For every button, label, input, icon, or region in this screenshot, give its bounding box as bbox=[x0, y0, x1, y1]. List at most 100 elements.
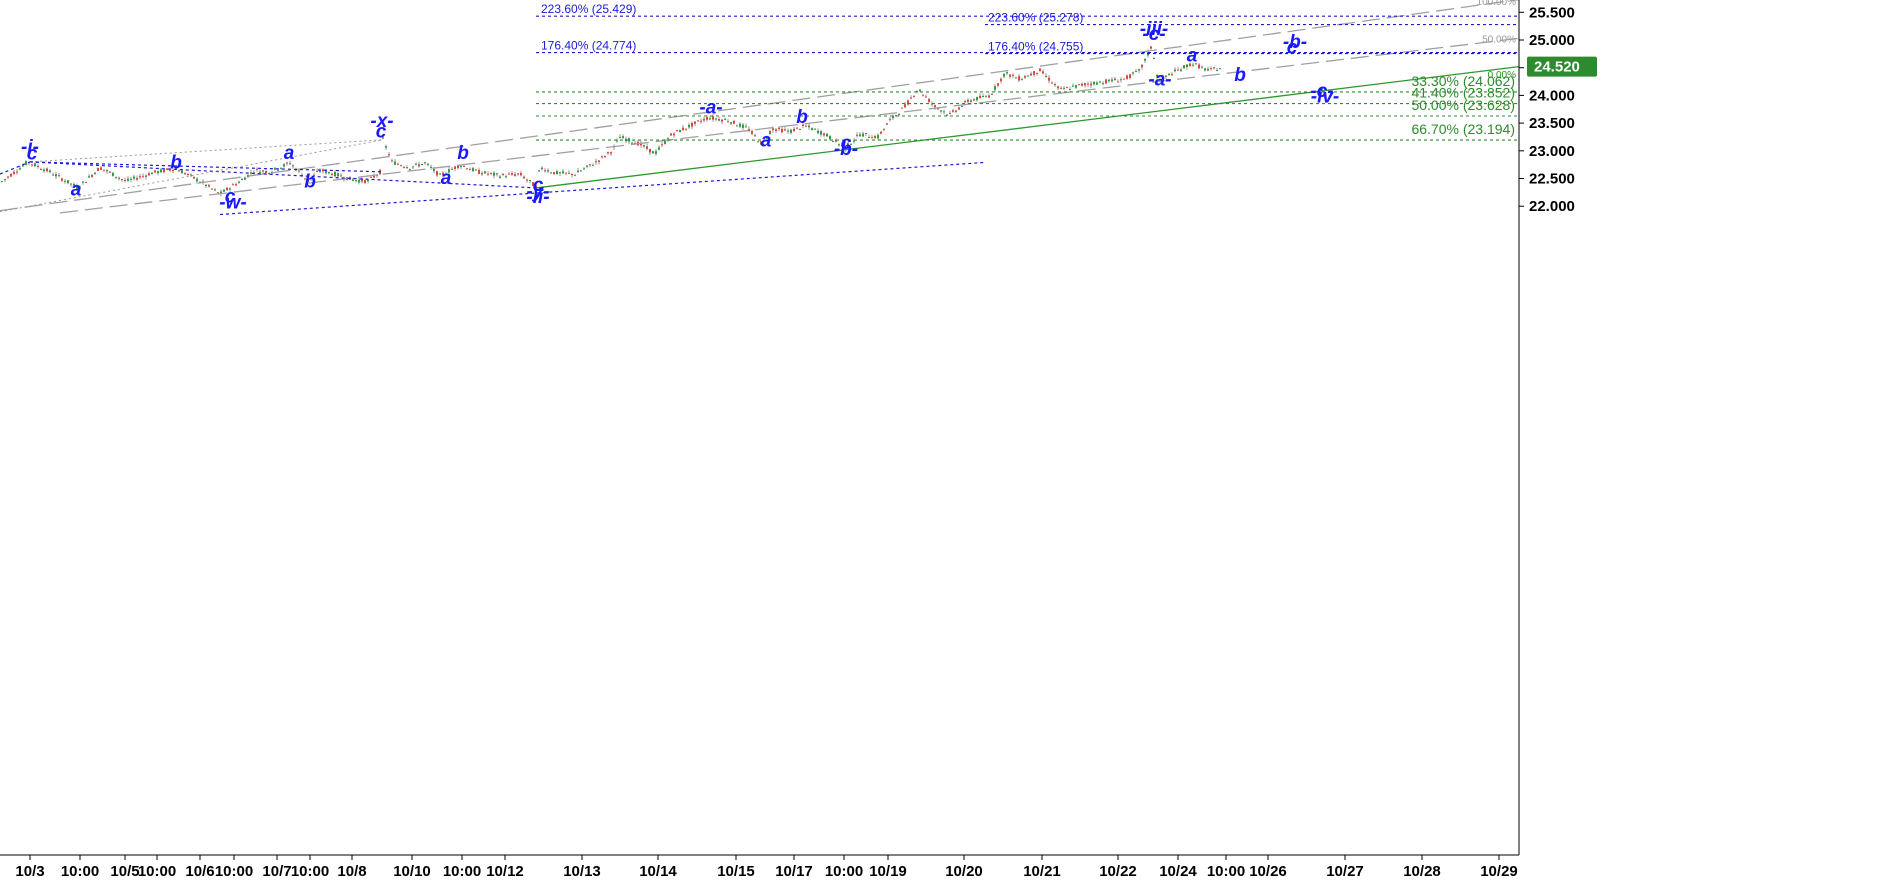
candle-body bbox=[799, 128, 801, 130]
candle-body bbox=[1141, 64, 1143, 68]
candle-body bbox=[586, 165, 588, 167]
x-tick-label: 10:00 bbox=[138, 863, 176, 880]
candle-body bbox=[739, 123, 741, 127]
candle-body bbox=[886, 123, 888, 125]
last-price-marker: 24.520 bbox=[1527, 56, 1597, 77]
fib-level-label: 41.40% (23.852) bbox=[1411, 85, 1515, 101]
candle-body bbox=[775, 129, 777, 132]
candle-body bbox=[370, 176, 372, 178]
candle-body bbox=[862, 133, 864, 137]
channel-level-label: 50.00% bbox=[1482, 34, 1516, 45]
candle-body bbox=[811, 128, 813, 131]
candle-body bbox=[64, 180, 66, 182]
wave-label: a bbox=[284, 143, 295, 164]
candle-body bbox=[913, 96, 915, 98]
trendlines-layer bbox=[0, 0, 1520, 216]
candle-body bbox=[1027, 75, 1029, 77]
candle-body bbox=[787, 130, 789, 132]
candle-body bbox=[808, 125, 810, 128]
y-tick-label: 23.000 bbox=[1529, 143, 1575, 160]
candle-body bbox=[544, 170, 546, 172]
x-tick-label: 10/13 bbox=[563, 863, 601, 880]
candle-body bbox=[331, 173, 333, 176]
candle-body bbox=[517, 173, 519, 175]
x-tick-label: 10/14 bbox=[639, 863, 677, 880]
candle-body bbox=[820, 131, 822, 135]
candle-body bbox=[124, 180, 126, 182]
x-tick-label: 10/22 bbox=[1099, 863, 1137, 880]
candle-body bbox=[766, 137, 768, 139]
candle-body bbox=[997, 83, 999, 86]
candle-body bbox=[1030, 73, 1032, 76]
candle-body bbox=[385, 146, 387, 148]
candle-body bbox=[82, 181, 84, 183]
candle-body bbox=[502, 173, 504, 176]
candle-body bbox=[52, 174, 54, 176]
candle-body bbox=[1198, 64, 1200, 69]
candle-body bbox=[1024, 76, 1026, 78]
candle-body bbox=[13, 171, 15, 174]
candle-body bbox=[511, 173, 513, 175]
candle-body bbox=[445, 173, 447, 175]
candle-body bbox=[733, 120, 735, 124]
candle-body bbox=[784, 129, 786, 131]
candle-body bbox=[514, 174, 516, 176]
candle-body bbox=[1192, 64, 1194, 66]
candle-body bbox=[187, 173, 189, 175]
candle-body bbox=[883, 128, 885, 130]
last-price-label: 24.520 bbox=[1534, 59, 1580, 76]
candle-body bbox=[1129, 74, 1131, 79]
candle-body bbox=[451, 168, 453, 170]
candle-body bbox=[844, 147, 846, 150]
y-tick-label: 22.500 bbox=[1529, 171, 1575, 188]
candle-body bbox=[418, 164, 420, 167]
candle-body bbox=[1177, 69, 1179, 71]
candle-body bbox=[553, 172, 555, 175]
candle-body bbox=[961, 106, 963, 108]
candle-body bbox=[703, 118, 705, 121]
x-tick-label: 10:00 bbox=[291, 863, 329, 880]
candle-body bbox=[940, 110, 942, 112]
candle-body bbox=[1060, 87, 1062, 89]
wave-label: b bbox=[1234, 65, 1246, 86]
candle-body bbox=[286, 162, 288, 164]
candle-body bbox=[970, 100, 972, 102]
candle-body bbox=[478, 169, 480, 174]
candle-body bbox=[328, 171, 330, 174]
candle-body bbox=[676, 130, 678, 132]
candle-body bbox=[1168, 73, 1170, 75]
candle-body bbox=[454, 166, 456, 169]
candle-body bbox=[163, 169, 165, 173]
candle-body bbox=[1084, 83, 1086, 86]
candle-body bbox=[550, 172, 552, 174]
candle-body bbox=[325, 170, 327, 174]
candle-body bbox=[133, 176, 135, 179]
candle-body bbox=[1213, 67, 1215, 69]
candle-body bbox=[271, 172, 273, 174]
candle-body bbox=[160, 169, 162, 173]
candle-body bbox=[817, 130, 819, 134]
candle-body bbox=[280, 167, 282, 169]
candle-body bbox=[31, 164, 33, 166]
candle-body bbox=[193, 176, 195, 179]
candle-body bbox=[598, 160, 600, 163]
candle-body bbox=[184, 173, 186, 175]
candle-body bbox=[121, 179, 123, 181]
candle-body bbox=[781, 128, 783, 133]
candle-body bbox=[1162, 76, 1164, 78]
wave-label: c bbox=[841, 133, 852, 154]
wave-label: c bbox=[27, 144, 38, 165]
candle-body bbox=[1180, 69, 1182, 71]
channel-level-label: 0.00% bbox=[1488, 70, 1516, 81]
candle-body bbox=[373, 175, 375, 178]
candle-body bbox=[268, 172, 270, 174]
candle-body bbox=[178, 170, 180, 172]
candle-body bbox=[706, 116, 708, 120]
candle-body bbox=[316, 170, 318, 172]
candle-body bbox=[745, 126, 747, 128]
candle-body bbox=[757, 141, 759, 143]
candle-body bbox=[727, 121, 729, 123]
candle-body bbox=[406, 167, 408, 169]
candle-body bbox=[427, 163, 429, 165]
